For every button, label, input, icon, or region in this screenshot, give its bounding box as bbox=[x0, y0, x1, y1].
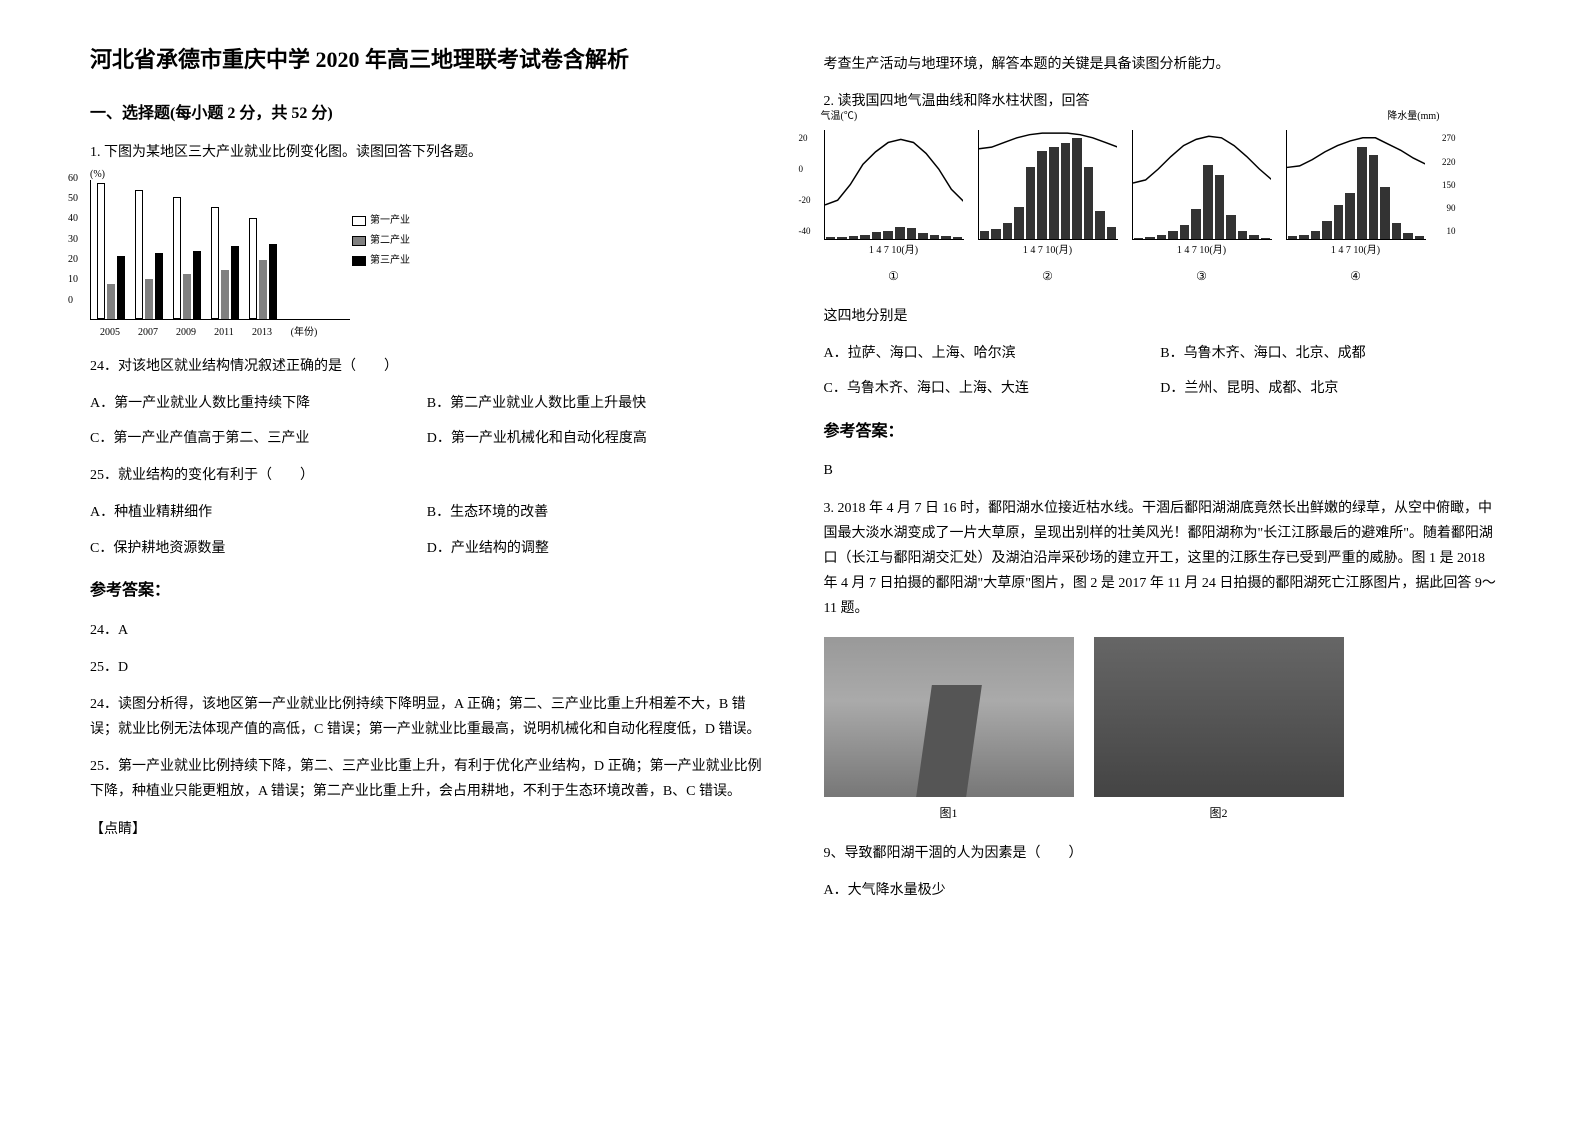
photo-1-caption: 图1 bbox=[824, 803, 1074, 825]
q24-opt-b: B．第二产业就业人数比重上升最快 bbox=[427, 391, 764, 416]
bar-groups bbox=[90, 180, 350, 320]
photo-1: 图1 bbox=[824, 637, 1074, 825]
legend-label-1: 第一产业 bbox=[370, 212, 410, 230]
left-column: 河北省承德市重庆中学 2020 年高三地理联考试卷含解析 一、选择题(每小题 2… bbox=[60, 40, 794, 915]
legend-box-2 bbox=[352, 236, 366, 246]
q2-opt-a: A．拉萨、海口、上海、哈尔滨 bbox=[824, 341, 1161, 366]
ans24: 24．A bbox=[90, 618, 764, 643]
legend-label-2: 第二产业 bbox=[370, 232, 410, 250]
q2-opt-d: D．兰州、昆明、成都、北京 bbox=[1160, 376, 1497, 401]
employment-bar-chart: (%) 6050403020100 20052007200920112013(年… bbox=[90, 180, 764, 340]
photo-2: 图2 bbox=[1094, 637, 1344, 825]
tip-label: 【点睛】 bbox=[90, 817, 764, 842]
q24-stem: 24．对该地区就业结构情况叙述正确的是（ ） bbox=[90, 354, 764, 379]
photo-2-caption: 图2 bbox=[1094, 803, 1344, 825]
q2-answer-heading: 参考答案： bbox=[824, 418, 1498, 447]
q9-opt-a: A．大气降水量极少 bbox=[824, 878, 1498, 903]
q24-opt-d: D．第一产业机械化和自动化程度高 bbox=[427, 426, 764, 451]
q9-stem: 9、导致鄱阳湖干涸的人为因素是（ ） bbox=[824, 841, 1498, 866]
right-column: 考查生产活动与地理环境，解答本题的关键是具备读图分析能力。 2. 读我国四地气温… bbox=[794, 40, 1528, 915]
climate-charts: 气温(℃)200-20-401 4 7 10(月)①1 4 7 10(月)②1 … bbox=[824, 130, 1498, 288]
q1-stem: 1. 下图为某地区三大产业就业比例变化图。读图回答下列各题。 bbox=[90, 140, 764, 165]
q25-opt-d: D．产业结构的调整 bbox=[427, 536, 764, 561]
q2-opt-b: B．乌鲁木齐、海口、北京、成都 bbox=[1160, 341, 1497, 366]
q25-opt-c: C．保护耕地资源数量 bbox=[90, 536, 427, 561]
q2-sub: 这四地分别是 bbox=[824, 304, 1498, 329]
doc-title: 河北省承德市重庆中学 2020 年高三地理联考试卷含解析 bbox=[90, 40, 764, 80]
chart-legend: 第一产业 第二产业 第三产业 bbox=[352, 210, 410, 272]
ans25: 25．D bbox=[90, 655, 764, 680]
q3-stem: 3. 2018 年 4 月 7 日 16 时，鄱阳湖水位接近枯水线。干涸后鄱阳湖… bbox=[824, 496, 1498, 622]
q24-opt-a: A．第一产业就业人数比重持续下降 bbox=[90, 391, 427, 416]
section-heading: 一、选择题(每小题 2 分，共 52 分) bbox=[90, 100, 764, 129]
exp25: 25．第一产业就业比例持续下降，第二、三产业比重上升，有利于优化产业结构，D 正… bbox=[90, 754, 764, 804]
x-axis-years: 20052007200920112013(年份) bbox=[90, 324, 350, 342]
legend-label-3: 第三产业 bbox=[370, 252, 410, 270]
q25-stem: 25．就业结构的变化有利于（ ） bbox=[90, 463, 764, 488]
exp24: 24．读图分析得，该地区第一产业就业比例持续下降明显，A 正确；第二、三产业比重… bbox=[90, 692, 764, 742]
q2-opt-c: C．乌鲁木齐、海口、上海、大连 bbox=[824, 376, 1161, 401]
y-axis-label: (%) bbox=[90, 166, 105, 184]
legend-box-1 bbox=[352, 216, 366, 226]
q24-opt-c: C．第一产业产值高于第二、三产业 bbox=[90, 426, 427, 451]
q25-opt-b: B．生态环境的改善 bbox=[427, 500, 764, 525]
tip-text: 考查生产活动与地理环境，解答本题的关键是具备读图分析能力。 bbox=[824, 52, 1498, 77]
answer-heading: 参考答案： bbox=[90, 577, 764, 606]
q2-answer: B bbox=[824, 458, 1498, 483]
y-axis-ticks: 6050403020100 bbox=[68, 170, 78, 310]
q25-opt-a: A．种植业精耕细作 bbox=[90, 500, 427, 525]
legend-box-3 bbox=[352, 256, 366, 266]
photo-row: 图1 图2 bbox=[824, 637, 1498, 825]
